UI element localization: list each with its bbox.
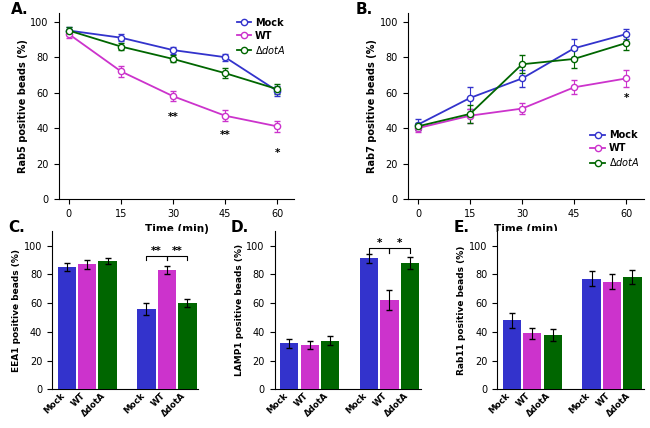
Bar (360, 259, 378, 389)
Y-axis label: Rab5 positive beads (%): Rab5 positive beads (%) (18, 39, 28, 173)
Text: *: * (397, 238, 402, 248)
Bar (623, 277, 642, 389)
Bar (582, 279, 601, 389)
Bar (400, 263, 419, 389)
Text: E.: E. (453, 220, 469, 235)
Legend: Mock, WT, $\Delta$$\it{dotA}$: Mock, WT, $\Delta$$\it{dotA}$ (586, 126, 644, 172)
Bar (603, 282, 621, 389)
Bar (380, 300, 398, 389)
Text: D.: D. (231, 220, 249, 235)
Bar (98, 262, 117, 389)
Bar (523, 333, 541, 389)
Y-axis label: LAMP1 positive beads (%): LAMP1 positive beads (%) (235, 244, 244, 376)
Bar (300, 345, 319, 389)
X-axis label: Time (min): Time (min) (144, 224, 209, 234)
Text: A.: A. (11, 2, 29, 17)
Text: *: * (623, 93, 629, 103)
Y-axis label: EEA1 positive beads (%): EEA1 positive beads (%) (12, 249, 21, 372)
Text: **: ** (168, 113, 178, 122)
Bar (57, 267, 76, 389)
Y-axis label: Rab11 positive beads (%): Rab11 positive beads (%) (457, 246, 466, 375)
Bar (502, 321, 521, 389)
Text: **: ** (151, 246, 162, 256)
Bar (158, 270, 176, 389)
Text: *: * (376, 238, 382, 248)
Legend: Mock, WT, $\Delta$$\it{dotA}$: Mock, WT, $\Delta$$\it{dotA}$ (233, 14, 289, 59)
Text: **: ** (220, 130, 230, 140)
Text: C.: C. (8, 220, 25, 235)
Bar (543, 335, 562, 389)
Text: **: ** (172, 246, 183, 256)
Text: B.: B. (356, 2, 373, 17)
Y-axis label: Rab7 positive beads (%): Rab7 positive beads (%) (367, 39, 377, 173)
Text: *: * (274, 148, 280, 158)
X-axis label: Time (min): Time (min) (493, 224, 558, 234)
Bar (178, 303, 196, 389)
Bar (78, 264, 96, 389)
Bar (321, 341, 339, 389)
Bar (280, 343, 298, 389)
Bar (137, 309, 155, 389)
